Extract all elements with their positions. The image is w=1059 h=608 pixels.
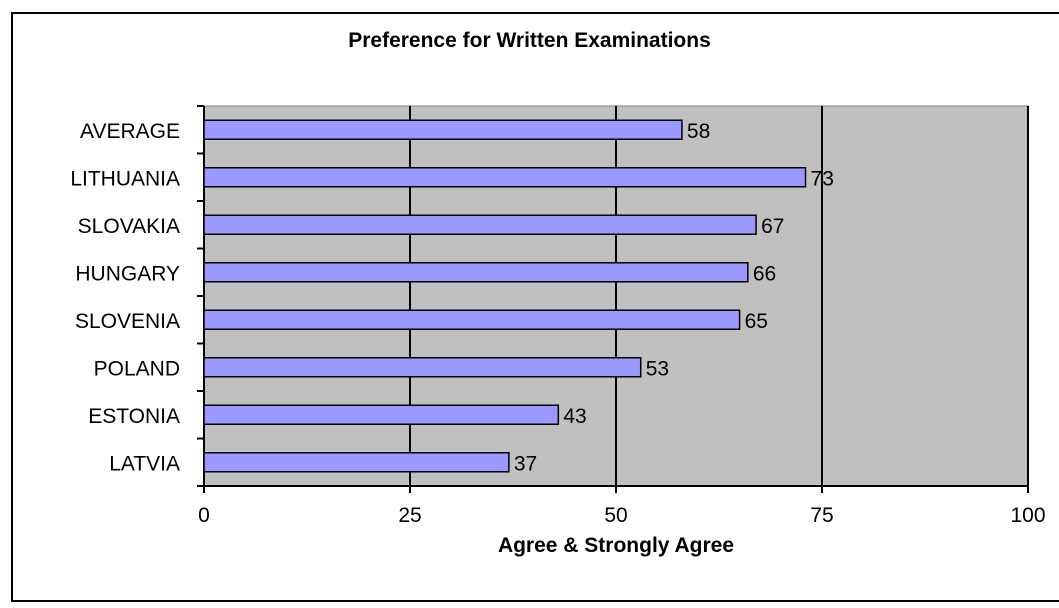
- y-tick-label: LATVIA: [109, 452, 180, 475]
- chart-title: Preference for Written Examinations: [348, 29, 711, 52]
- y-tick-label: LITHUANIA: [70, 167, 180, 190]
- bar-poland: [203, 357, 642, 378]
- x-tick-label: 0: [198, 504, 210, 527]
- bar-lithuania: [203, 167, 807, 188]
- x-tick-label: 50: [604, 504, 627, 527]
- bar-slovakia: [203, 214, 757, 235]
- y-tick-label: HUNGARY: [75, 262, 180, 285]
- data-label: 37: [514, 452, 537, 475]
- y-tick-label: SLOVENIA: [75, 310, 180, 333]
- bars: [203, 119, 807, 473]
- data-label: 65: [745, 310, 768, 333]
- labels: 0 25 50 75 100 AVERAGE 58 LITHUANIA 73 SLOVAKIA 67…: [70, 120, 1045, 527]
- y-tick-label: SLOVAKIA: [78, 215, 180, 238]
- x-axis-title: Agree & Strongly Agree: [497, 534, 735, 557]
- data-label: 67: [761, 215, 784, 238]
- bar-estonia: [203, 404, 560, 425]
- y-tick-label: AVERAGE: [80, 120, 180, 143]
- data-label: 73: [811, 167, 834, 190]
- y-tick-label: ESTONIA: [88, 405, 180, 428]
- data-label: 43: [563, 405, 586, 428]
- bar-average: [203, 119, 683, 140]
- x-tick-label: 75: [810, 504, 833, 527]
- y-tick-label: POLAND: [94, 357, 180, 380]
- bar-slovenia: [203, 309, 741, 330]
- x-tick-label: 25: [398, 504, 421, 527]
- bar-hungary: [203, 262, 749, 283]
- data-label: 58: [687, 120, 710, 143]
- bar-latvia: [203, 452, 510, 473]
- data-label: 53: [646, 357, 669, 380]
- x-tick-label: 100: [1010, 504, 1045, 527]
- data-label: 66: [753, 262, 776, 285]
